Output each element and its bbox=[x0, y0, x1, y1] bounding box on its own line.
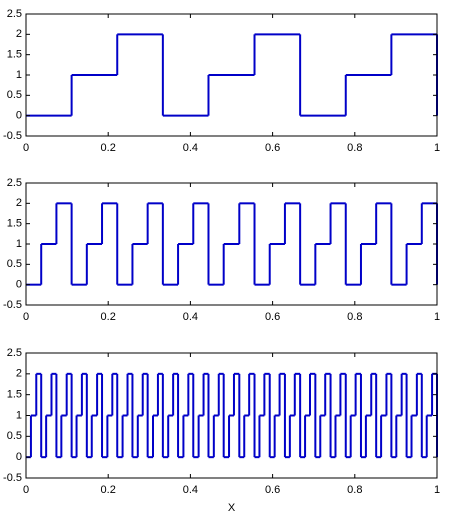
y-tick-label: 0.5 bbox=[7, 430, 22, 442]
x-tick-label: 0.2 bbox=[101, 142, 116, 154]
y-tick-label: 1 bbox=[16, 409, 22, 421]
y-tick-label: 2 bbox=[16, 197, 22, 209]
y-tick-label: -0.5 bbox=[3, 299, 22, 311]
y-tick-label: 2 bbox=[16, 28, 22, 40]
y-tick-label: 2.5 bbox=[7, 8, 22, 20]
y-tick-label: 0.5 bbox=[7, 258, 22, 270]
y-tick-label: 1.5 bbox=[7, 49, 22, 61]
x-tick-label: 0.4 bbox=[183, 142, 198, 154]
y-tick-label: 2 bbox=[16, 368, 22, 380]
y-tick-label: 2.5 bbox=[7, 177, 22, 189]
x-tick-label: 0.4 bbox=[183, 484, 198, 496]
x-tick-label: 1 bbox=[434, 484, 440, 496]
y-tick-label: 0 bbox=[16, 279, 22, 291]
x-tick-label: 0.8 bbox=[347, 484, 362, 496]
y-tick-label: 1.5 bbox=[7, 218, 22, 230]
y-tick-label: 2.5 bbox=[7, 347, 22, 359]
y-tick-label: 0 bbox=[16, 451, 22, 463]
y-tick-label: -0.5 bbox=[3, 130, 22, 142]
y-tick-label: 1 bbox=[16, 238, 22, 250]
y-tick-label: 0.5 bbox=[7, 89, 22, 101]
x-tick-label: 0.6 bbox=[265, 484, 280, 496]
y-tick-label: 0 bbox=[16, 110, 22, 122]
x-tick-label: 0 bbox=[23, 311, 29, 323]
x-tick-label: 0.6 bbox=[265, 311, 280, 323]
x-tick-label: 0.6 bbox=[265, 142, 280, 154]
y-tick-label: 1 bbox=[16, 69, 22, 81]
x-tick-label: 0.8 bbox=[347, 142, 362, 154]
x-tick-label: 1 bbox=[434, 142, 440, 154]
x-tick-label: 0.2 bbox=[101, 484, 116, 496]
x-tick-label: 1 bbox=[434, 311, 440, 323]
x-tick-label: 0 bbox=[23, 142, 29, 154]
x-tick-label: 0 bbox=[23, 484, 29, 496]
y-tick-label: 1.5 bbox=[7, 389, 22, 401]
x-tick-label: 0.4 bbox=[183, 311, 198, 323]
x-axis-label: X bbox=[228, 502, 236, 514]
y-tick-label: -0.5 bbox=[3, 472, 22, 484]
x-tick-label: 0.2 bbox=[101, 311, 116, 323]
x-tick-label: 0.8 bbox=[347, 311, 362, 323]
